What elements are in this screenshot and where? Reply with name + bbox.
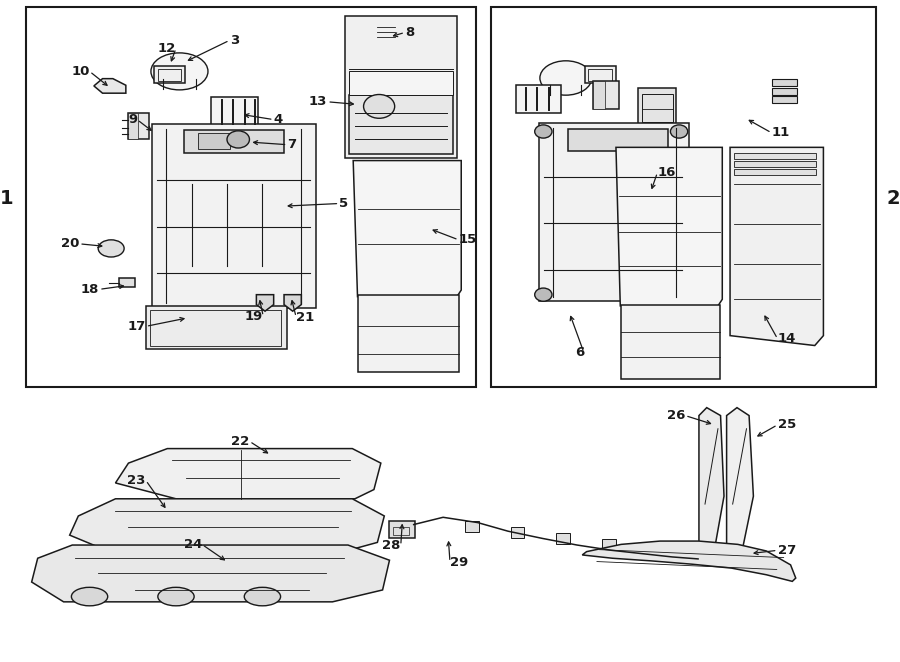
Bar [491, 7, 876, 387]
Text: 2: 2 [886, 189, 900, 209]
Ellipse shape [670, 288, 688, 301]
Polygon shape [32, 545, 390, 602]
Polygon shape [115, 449, 381, 498]
Bar [119, 278, 135, 287]
Bar [589, 69, 612, 81]
Bar [184, 130, 284, 153]
Bar [345, 16, 457, 158]
Bar [198, 134, 230, 149]
Bar [539, 123, 689, 301]
Text: 16: 16 [658, 166, 676, 179]
Text: 5: 5 [339, 197, 348, 210]
Ellipse shape [227, 131, 249, 148]
Bar [556, 533, 570, 544]
Text: 21: 21 [296, 310, 314, 324]
Polygon shape [699, 408, 724, 559]
Ellipse shape [540, 61, 592, 95]
Bar [772, 97, 796, 103]
Text: 29: 29 [450, 555, 468, 569]
Polygon shape [69, 498, 384, 551]
Text: 22: 22 [231, 435, 249, 448]
Polygon shape [94, 79, 126, 93]
Ellipse shape [670, 125, 688, 138]
Text: 23: 23 [128, 474, 146, 487]
Bar [129, 113, 138, 140]
Bar [593, 81, 605, 109]
Ellipse shape [535, 288, 552, 301]
Bar [155, 66, 185, 83]
Text: 12: 12 [158, 42, 176, 55]
Polygon shape [256, 295, 274, 311]
Bar [638, 88, 677, 126]
Polygon shape [374, 25, 396, 47]
Bar [734, 154, 816, 160]
Bar [146, 306, 287, 350]
Ellipse shape [151, 53, 208, 90]
Ellipse shape [158, 587, 194, 606]
Bar [593, 81, 619, 109]
Bar [390, 521, 416, 538]
Polygon shape [353, 161, 461, 297]
Text: 19: 19 [245, 310, 264, 323]
Ellipse shape [224, 134, 257, 149]
Text: 18: 18 [81, 283, 99, 296]
Bar [510, 527, 525, 538]
Bar [516, 85, 561, 113]
Bar [734, 169, 816, 175]
Bar [349, 95, 453, 154]
Bar [602, 539, 616, 549]
Text: 7: 7 [287, 138, 297, 151]
Polygon shape [621, 305, 720, 379]
Text: 13: 13 [309, 95, 328, 109]
Text: 25: 25 [778, 418, 796, 432]
Text: 28: 28 [382, 539, 400, 552]
Ellipse shape [535, 125, 552, 138]
Text: 8: 8 [405, 26, 414, 39]
Bar [158, 69, 181, 81]
Ellipse shape [71, 587, 108, 606]
Text: 9: 9 [128, 113, 137, 126]
Text: 15: 15 [459, 233, 477, 246]
Text: 4: 4 [274, 113, 283, 126]
Bar [152, 124, 316, 308]
Bar [150, 310, 282, 346]
Bar [349, 71, 453, 95]
Text: 10: 10 [71, 65, 90, 78]
Bar [212, 97, 258, 126]
Polygon shape [726, 408, 753, 559]
Bar [642, 94, 673, 122]
Text: 6: 6 [575, 346, 584, 359]
Bar [393, 527, 409, 535]
Text: 20: 20 [61, 237, 79, 250]
Bar [734, 162, 816, 167]
Text: 11: 11 [771, 126, 790, 139]
Bar [129, 113, 149, 140]
Ellipse shape [364, 95, 395, 118]
Text: 3: 3 [230, 34, 238, 47]
Bar [648, 545, 662, 555]
Text: 17: 17 [128, 320, 146, 333]
Text: 24: 24 [184, 538, 202, 551]
Bar [772, 88, 796, 95]
Text: 26: 26 [667, 409, 685, 422]
Bar [772, 79, 796, 86]
Text: 14: 14 [778, 332, 796, 346]
Polygon shape [730, 148, 824, 346]
Polygon shape [357, 295, 459, 372]
Bar [26, 7, 476, 387]
Bar [568, 129, 668, 152]
Ellipse shape [98, 240, 124, 257]
Text: 27: 27 [778, 544, 796, 557]
Text: 1: 1 [0, 189, 14, 209]
Polygon shape [582, 541, 796, 581]
Polygon shape [284, 295, 302, 311]
Bar [694, 551, 707, 561]
Bar [585, 66, 616, 83]
Polygon shape [616, 148, 723, 306]
Ellipse shape [244, 587, 281, 606]
Bar [464, 521, 479, 532]
